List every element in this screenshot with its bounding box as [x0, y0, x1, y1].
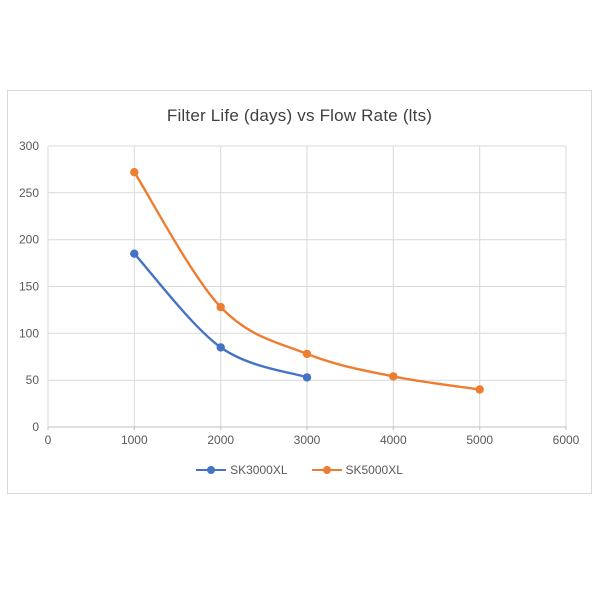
data-point-sk3000xl	[130, 249, 139, 258]
data-point-sk5000xl	[475, 385, 484, 394]
y-tick-label: 0	[32, 420, 39, 434]
series-marker-icon	[196, 466, 227, 475]
chart-title: Filter Life (days) vs Flow Rate (lts)	[166, 106, 433, 125]
x-tick-label: 2000	[207, 433, 234, 447]
data-point-sk3000xl	[302, 373, 312, 382]
y-tick-label: 250	[19, 186, 39, 200]
x-tick-label: 5000	[466, 433, 493, 447]
plot-area: 0 50 100 150 200 250 300 0 1000 2000 3000 4000 5000 6…	[8, 91, 591, 493]
x-tick-label: 1000	[121, 433, 148, 447]
legend-item-sk5000xl: SK5000XL	[311, 463, 403, 477]
series-marker-icon	[311, 466, 342, 475]
y-tick-label: 200	[19, 233, 39, 247]
data-point-sk5000xl	[389, 372, 398, 381]
data-point-sk5000xl	[130, 168, 139, 177]
legend-label-sk5000xl: SK5000XL	[345, 463, 403, 477]
legend-item-sk3000xl: SK3000XL	[196, 463, 288, 477]
x-tick-label: 4000	[380, 433, 407, 447]
legend-label-sk3000xl: SK3000XL	[230, 463, 288, 477]
series-line-sk5000xl	[133, 171, 481, 391]
x-tick-label: 3000	[294, 433, 321, 447]
chart-container: Filter Life (days) vs Flow Rate (lts) 0 5…	[7, 90, 592, 494]
data-point-sk3000xl	[216, 343, 225, 352]
data-point-sk5000xl	[216, 302, 225, 312]
x-tick-label: 0	[45, 433, 52, 447]
y-tick-label: 150	[19, 280, 39, 294]
y-tick-label: 50	[26, 373, 40, 387]
y-tick-label: 100	[19, 326, 39, 340]
chart-legend: SK3000XL SK5000XL	[8, 463, 591, 477]
x-tick-label: 6000	[553, 433, 580, 447]
data-point-sk5000xl	[302, 349, 312, 359]
y-tick-label: 300	[19, 139, 39, 153]
